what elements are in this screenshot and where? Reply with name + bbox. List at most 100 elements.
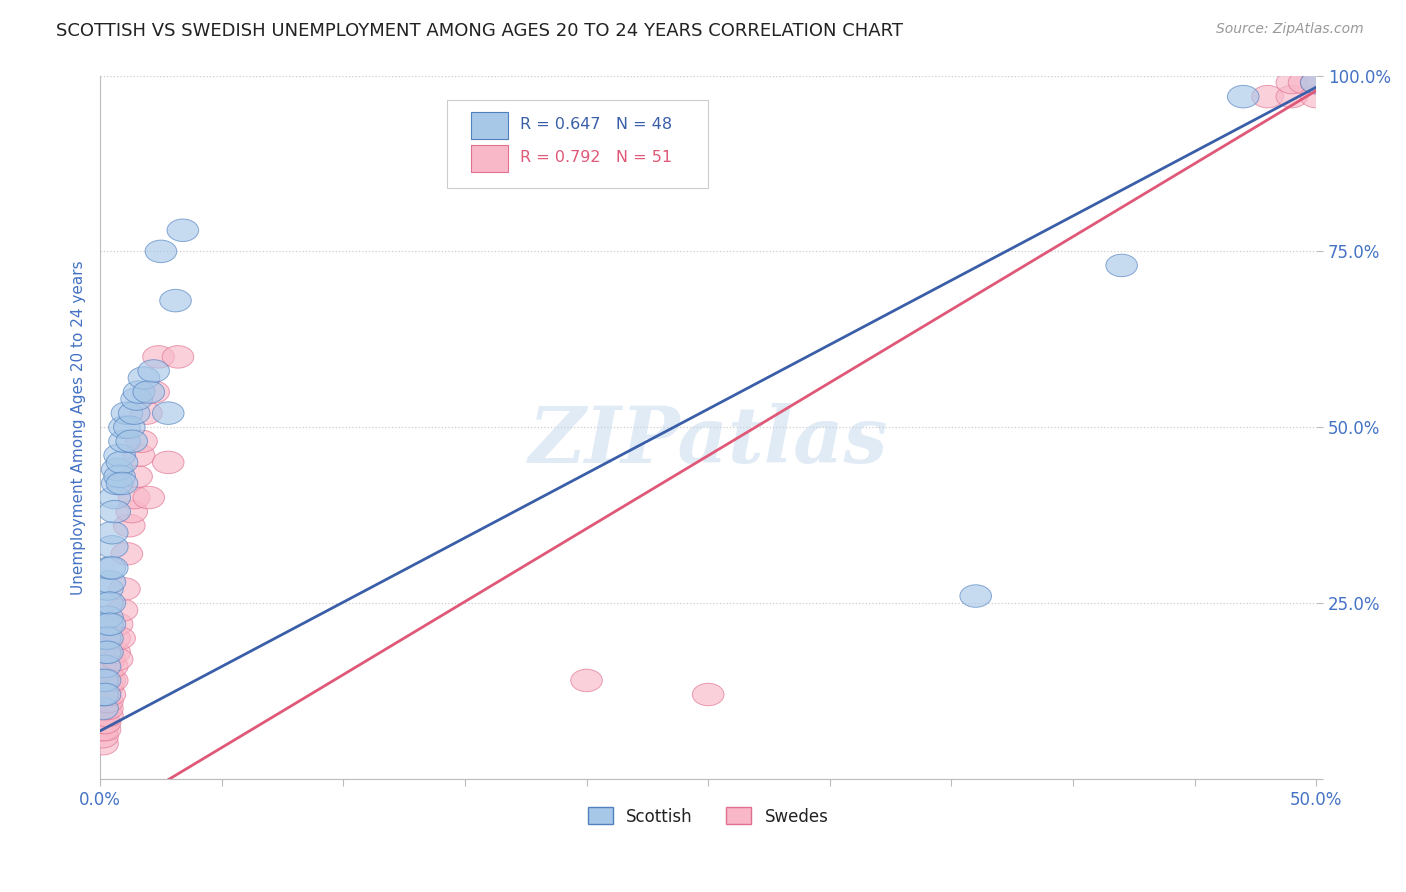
Ellipse shape — [91, 676, 124, 698]
Ellipse shape — [1288, 71, 1320, 94]
Ellipse shape — [118, 486, 150, 508]
Ellipse shape — [87, 725, 118, 748]
Text: R = 0.792   N = 51: R = 0.792 N = 51 — [520, 151, 672, 165]
Ellipse shape — [97, 655, 128, 678]
Ellipse shape — [91, 698, 124, 720]
Ellipse shape — [104, 444, 135, 467]
Bar — [471, 145, 508, 172]
Ellipse shape — [124, 444, 155, 467]
Ellipse shape — [115, 430, 148, 452]
Ellipse shape — [91, 627, 124, 649]
Ellipse shape — [118, 402, 150, 425]
Ellipse shape — [115, 500, 148, 523]
Ellipse shape — [571, 669, 602, 691]
Ellipse shape — [98, 641, 131, 664]
Ellipse shape — [107, 472, 138, 495]
Ellipse shape — [87, 690, 118, 713]
Ellipse shape — [98, 627, 131, 649]
Ellipse shape — [97, 557, 128, 579]
Ellipse shape — [1227, 86, 1258, 108]
Ellipse shape — [87, 718, 118, 741]
Ellipse shape — [121, 466, 152, 488]
Ellipse shape — [91, 591, 124, 615]
Ellipse shape — [104, 627, 135, 649]
Text: ZIPatlas: ZIPatlas — [529, 403, 887, 480]
Ellipse shape — [960, 585, 991, 607]
Ellipse shape — [111, 402, 142, 425]
Ellipse shape — [89, 690, 121, 713]
Ellipse shape — [89, 712, 121, 734]
Ellipse shape — [152, 451, 184, 474]
Ellipse shape — [91, 613, 124, 635]
Ellipse shape — [89, 655, 121, 678]
Ellipse shape — [124, 381, 155, 403]
Ellipse shape — [94, 613, 125, 635]
Ellipse shape — [98, 500, 131, 523]
Y-axis label: Unemployment Among Ages 20 to 24 years: Unemployment Among Ages 20 to 24 years — [72, 260, 86, 595]
Ellipse shape — [101, 648, 134, 671]
Ellipse shape — [94, 557, 125, 579]
Ellipse shape — [145, 240, 177, 262]
Ellipse shape — [138, 359, 170, 382]
Text: SCOTTISH VS SWEDISH UNEMPLOYMENT AMONG AGES 20 TO 24 YEARS CORRELATION CHART: SCOTTISH VS SWEDISH UNEMPLOYMENT AMONG A… — [56, 22, 903, 40]
Ellipse shape — [87, 698, 118, 720]
Ellipse shape — [91, 578, 124, 600]
Ellipse shape — [89, 669, 121, 691]
Text: R = 0.647   N = 48: R = 0.647 N = 48 — [520, 117, 672, 132]
Ellipse shape — [94, 571, 125, 593]
Ellipse shape — [87, 705, 118, 727]
Ellipse shape — [94, 669, 125, 691]
Bar — [471, 112, 508, 139]
Ellipse shape — [162, 345, 194, 368]
Ellipse shape — [98, 486, 131, 508]
Ellipse shape — [1277, 86, 1308, 108]
Ellipse shape — [1301, 71, 1331, 94]
Ellipse shape — [167, 219, 198, 242]
Ellipse shape — [94, 591, 125, 615]
Ellipse shape — [91, 690, 124, 713]
Ellipse shape — [111, 542, 142, 566]
Ellipse shape — [131, 402, 162, 425]
Ellipse shape — [1105, 254, 1137, 277]
Ellipse shape — [89, 676, 121, 698]
Ellipse shape — [101, 472, 134, 495]
Ellipse shape — [125, 430, 157, 452]
Ellipse shape — [97, 535, 128, 558]
Ellipse shape — [101, 613, 134, 635]
Ellipse shape — [107, 451, 138, 474]
Ellipse shape — [87, 683, 118, 706]
Ellipse shape — [89, 683, 121, 706]
Ellipse shape — [1301, 71, 1331, 94]
Ellipse shape — [94, 648, 125, 671]
Ellipse shape — [108, 578, 141, 600]
Ellipse shape — [89, 683, 121, 706]
Ellipse shape — [160, 289, 191, 312]
Ellipse shape — [128, 367, 160, 389]
Ellipse shape — [108, 430, 141, 452]
Ellipse shape — [89, 641, 121, 664]
Ellipse shape — [104, 466, 135, 488]
Ellipse shape — [152, 402, 184, 425]
Ellipse shape — [91, 705, 124, 727]
Ellipse shape — [87, 669, 118, 691]
Ellipse shape — [91, 641, 124, 664]
Ellipse shape — [138, 381, 170, 403]
Ellipse shape — [134, 381, 165, 403]
Ellipse shape — [97, 522, 128, 544]
Text: Source: ZipAtlas.com: Source: ZipAtlas.com — [1216, 22, 1364, 37]
FancyBboxPatch shape — [447, 100, 709, 188]
Ellipse shape — [91, 662, 124, 685]
Ellipse shape — [107, 599, 138, 622]
Ellipse shape — [101, 458, 134, 481]
Ellipse shape — [97, 669, 128, 691]
Ellipse shape — [114, 416, 145, 439]
Ellipse shape — [1277, 71, 1308, 94]
Ellipse shape — [89, 627, 121, 649]
Ellipse shape — [134, 486, 165, 508]
Ellipse shape — [692, 683, 724, 706]
Ellipse shape — [89, 718, 121, 741]
Ellipse shape — [87, 732, 118, 755]
Ellipse shape — [94, 683, 125, 706]
Ellipse shape — [142, 345, 174, 368]
Ellipse shape — [87, 698, 118, 720]
